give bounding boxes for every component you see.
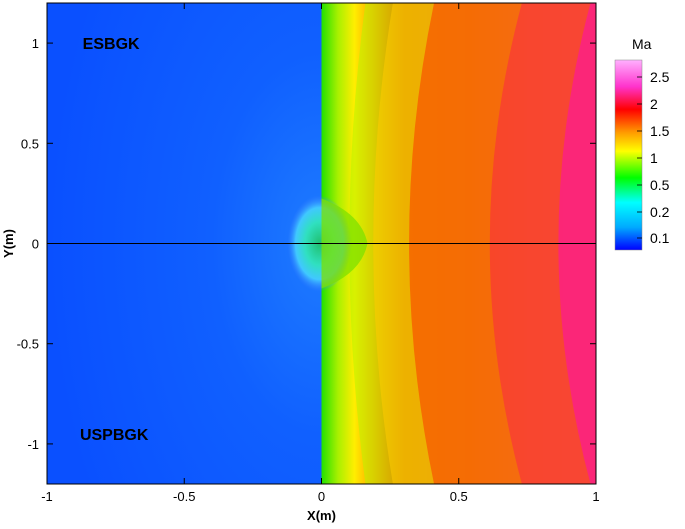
y-tick-label: 0.5 xyxy=(21,136,39,151)
y-tick-label: -1 xyxy=(27,437,39,452)
axis-ticks: -1 -0.5 0 0.5 1 -1 -0.5 0 0.5 1 X(m) Y(m) xyxy=(1,3,600,523)
colorbar-label: 0.5 xyxy=(650,177,670,193)
colorbar-label: 1 xyxy=(650,150,658,166)
colorbar-title: Ma xyxy=(632,36,652,52)
colorbar-label: 0.2 xyxy=(650,204,670,220)
y-axis-title: Y(m) xyxy=(1,229,16,258)
colorbar-label: 1.5 xyxy=(650,123,670,139)
colorbar-label: 0.1 xyxy=(650,230,670,246)
x-tick-label: -0.5 xyxy=(173,489,195,504)
x-tick-label: 0.5 xyxy=(450,489,468,504)
y-tick-label: 1 xyxy=(32,36,39,51)
annotation-esbgk: ESBGK xyxy=(83,36,140,53)
x-axis-title: X(m) xyxy=(307,508,336,523)
colorbar-label: 2 xyxy=(650,96,658,112)
y-tick-label: 0 xyxy=(32,237,39,252)
x-tick-label: 0 xyxy=(318,489,325,504)
colorbar-label: 2.5 xyxy=(650,69,670,85)
x-tick-label: 1 xyxy=(592,489,599,504)
colorbar: Ma 2.5 2 1.5 1 0.5 0.2 0.1 xyxy=(614,36,670,251)
annotations: ESBGK USPBGK xyxy=(80,36,149,444)
x-tick-label: -1 xyxy=(41,489,53,504)
contour-field xyxy=(47,3,596,484)
y-tick-label: -0.5 xyxy=(17,337,39,352)
colorbar-gradient xyxy=(614,59,643,251)
annotation-uspbgk: USPBGK xyxy=(80,427,149,444)
